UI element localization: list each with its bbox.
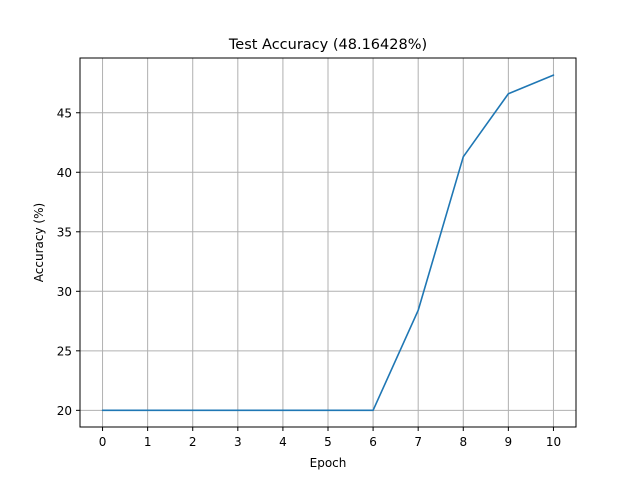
x-tick-label: 4 xyxy=(279,435,287,449)
x-tick-label: 10 xyxy=(546,435,561,449)
y-tick-label: 30 xyxy=(57,285,72,299)
chart-title: Test Accuracy (48.16428%) xyxy=(228,37,427,53)
y-tick-label: 40 xyxy=(57,166,72,180)
x-tick-label: 2 xyxy=(189,435,197,449)
x-tick-label: 5 xyxy=(324,435,332,449)
x-tick-label: 6 xyxy=(369,435,377,449)
x-tick-label: 8 xyxy=(459,435,467,449)
y-tick-label: 45 xyxy=(57,106,72,120)
y-axis-label: Accuracy (%) xyxy=(32,203,46,282)
x-axis-label: Epoch xyxy=(310,456,347,470)
x-tick-label: 9 xyxy=(505,435,513,449)
y-tick-label: 20 xyxy=(57,404,72,418)
series-layer xyxy=(101,74,555,412)
y-tick-label: 25 xyxy=(57,344,72,358)
x-tick-label: 0 xyxy=(99,435,107,449)
x-tick-label: 3 xyxy=(234,435,242,449)
y-tick-label: 35 xyxy=(57,225,72,239)
x-tick-label: 7 xyxy=(414,435,422,449)
x-tick-label: 1 xyxy=(144,435,152,449)
